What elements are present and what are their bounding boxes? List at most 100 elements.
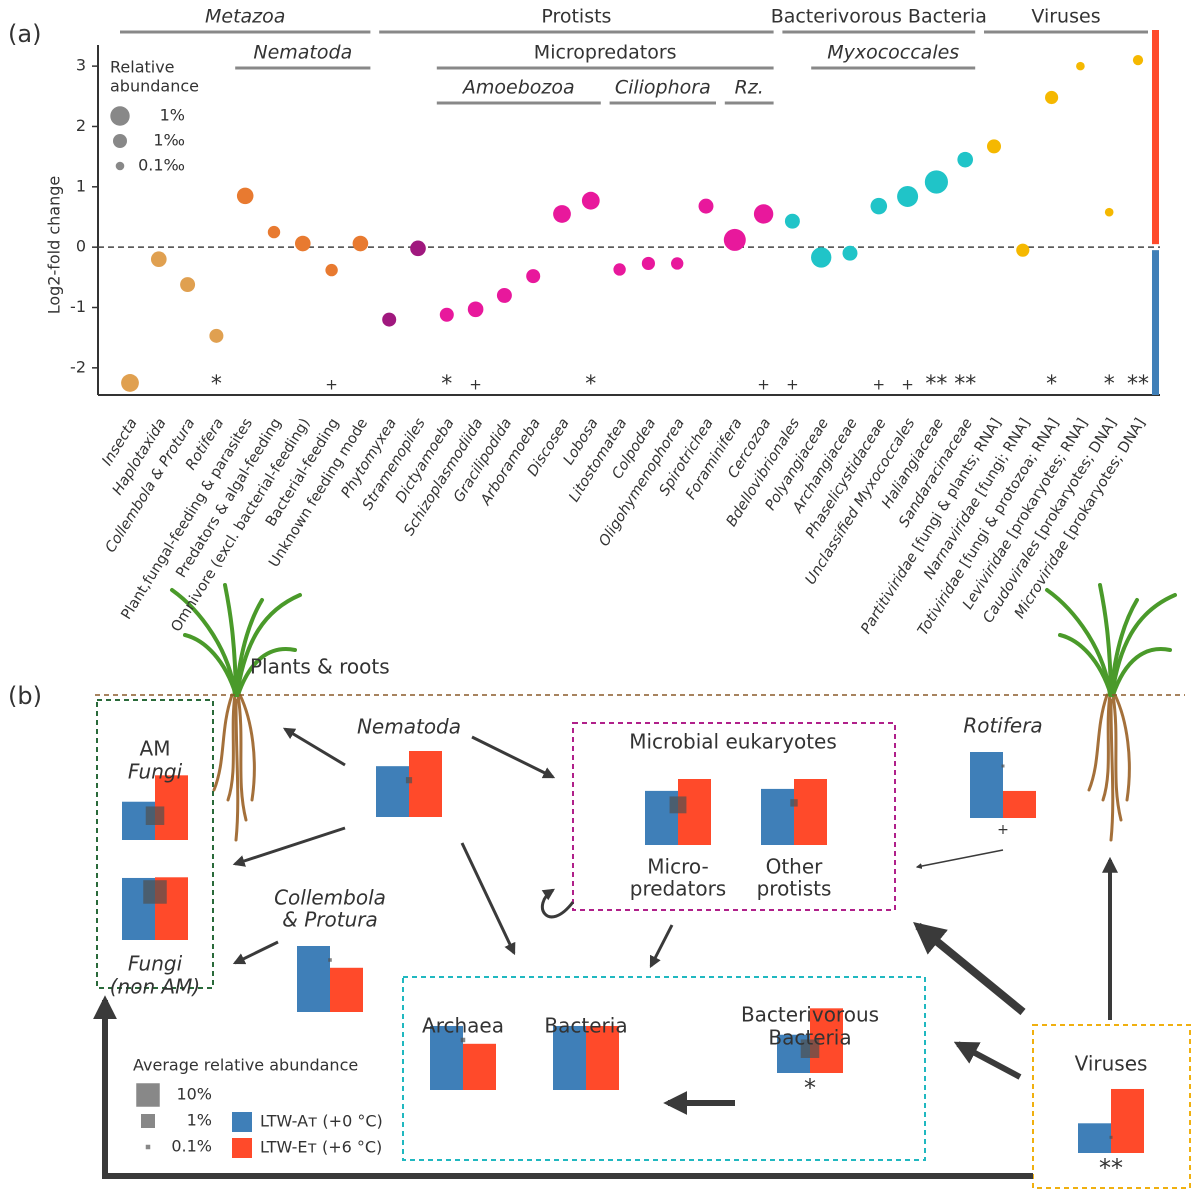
bubble: [526, 269, 540, 283]
bubble: [440, 308, 454, 322]
legend-square: [146, 1145, 151, 1150]
y-tick-label: -2: [70, 357, 86, 376]
significance: **: [925, 372, 947, 397]
legend-label: LTW-Aᴛ (+0 °C): [260, 1112, 383, 1131]
bar-warmed: [409, 751, 442, 817]
bubble: [382, 313, 396, 327]
y-tick-label: 2: [76, 116, 86, 135]
bubble: [468, 301, 484, 317]
y-tick-label: 0: [76, 237, 86, 256]
abundance-square: [146, 806, 165, 825]
significance: *: [585, 372, 596, 397]
significance: +: [873, 376, 886, 394]
bubble: [871, 198, 888, 215]
node-label: protists: [757, 877, 832, 901]
group-label: Ciliophora: [615, 77, 711, 99]
significance: **: [954, 372, 976, 397]
group-label: Rz.: [735, 77, 764, 99]
abundance-square: [143, 880, 167, 904]
legend-label: 1%: [187, 1111, 212, 1130]
significance: **: [1127, 372, 1149, 397]
bubble: [180, 277, 195, 292]
bubble: [295, 236, 311, 252]
node-label: Fungi: [128, 952, 183, 976]
bar-warmed: [794, 779, 827, 845]
arrows: [105, 729, 1110, 1176]
bubble: [724, 229, 746, 251]
negative-band: [1152, 250, 1159, 395]
legend-label: 1‰: [153, 131, 185, 150]
legend-bubble: [116, 162, 125, 171]
bubble: [1016, 244, 1029, 257]
node-label: Viruses: [1075, 1052, 1148, 1076]
legend-bubble: [110, 106, 129, 125]
plants-label: Plants & roots: [250, 655, 390, 679]
abundance-square: [790, 799, 797, 806]
bubble: [671, 257, 683, 269]
significance: **: [1099, 1154, 1123, 1182]
significance: +: [997, 822, 1009, 838]
bar-ambient: [1078, 1123, 1111, 1153]
node-label: Micro-: [647, 855, 708, 879]
abundance-square: [461, 1038, 466, 1043]
abundance-square: [1002, 765, 1005, 768]
legend-label: 0.1‰: [138, 156, 185, 175]
node-label: (non AM): [110, 975, 201, 999]
abundance-square: [670, 796, 687, 813]
group-label: Bacterivorous Bacteria: [771, 6, 987, 28]
node-label: & Protura: [282, 908, 377, 932]
bubble: [1045, 91, 1058, 104]
node-label: Rotifera: [963, 714, 1042, 738]
y-tick-label: -1: [70, 297, 86, 316]
legend-label: 1%: [160, 106, 185, 125]
node-label: Archaea: [422, 1014, 504, 1038]
node-label: Fungi: [128, 760, 183, 784]
bubble: [410, 241, 426, 257]
group-label: Micropredators: [534, 42, 677, 64]
abundance-square: [1110, 1136, 1113, 1139]
node-label: Bacteria: [768, 1026, 851, 1050]
bubble: [121, 374, 139, 392]
legend-label: 0.1%: [171, 1137, 212, 1156]
bubble: [843, 246, 858, 261]
group-label: Metazoa: [205, 6, 285, 28]
bubble: [754, 204, 773, 223]
bubble: [353, 236, 369, 252]
bubble: [925, 170, 948, 193]
bubble: [325, 264, 337, 276]
legend-title: Relative: [110, 58, 175, 77]
node-label: Bacterivorous: [741, 1003, 879, 1027]
bubble: [897, 186, 918, 207]
node-label: Nematoda: [357, 715, 461, 739]
bubble: [1105, 208, 1114, 217]
bubble: [268, 226, 280, 238]
bubble: [497, 288, 512, 303]
legend-swatch: [232, 1138, 252, 1158]
node-label: AM: [140, 737, 171, 761]
abundance-square: [328, 958, 332, 962]
legend-square: [141, 1114, 155, 1128]
bar-ambient: [761, 789, 794, 845]
legend-title: Average relative abundance: [133, 1056, 358, 1075]
significance: +: [901, 376, 914, 394]
significance: +: [325, 376, 338, 394]
panel-label: (a): [8, 20, 41, 48]
group-label: Nematoda: [253, 42, 352, 64]
bubble: [785, 214, 800, 229]
group-label: Amoebozoa: [461, 77, 575, 99]
significance: +: [469, 376, 482, 394]
bar-warmed: [463, 1044, 496, 1090]
significance: *: [441, 372, 452, 397]
bubble: [1076, 62, 1085, 71]
legend-label: 10%: [176, 1085, 212, 1104]
bubble: [151, 251, 167, 267]
significance: +: [786, 376, 799, 394]
node-label: Other: [766, 855, 824, 879]
bubble: [613, 263, 625, 275]
significance: *: [1104, 372, 1115, 397]
bubble: [553, 205, 571, 223]
significance: *: [804, 1074, 816, 1102]
abundance-square: [406, 777, 412, 783]
bubble: [699, 199, 714, 214]
bar-ambient: [297, 946, 330, 1012]
